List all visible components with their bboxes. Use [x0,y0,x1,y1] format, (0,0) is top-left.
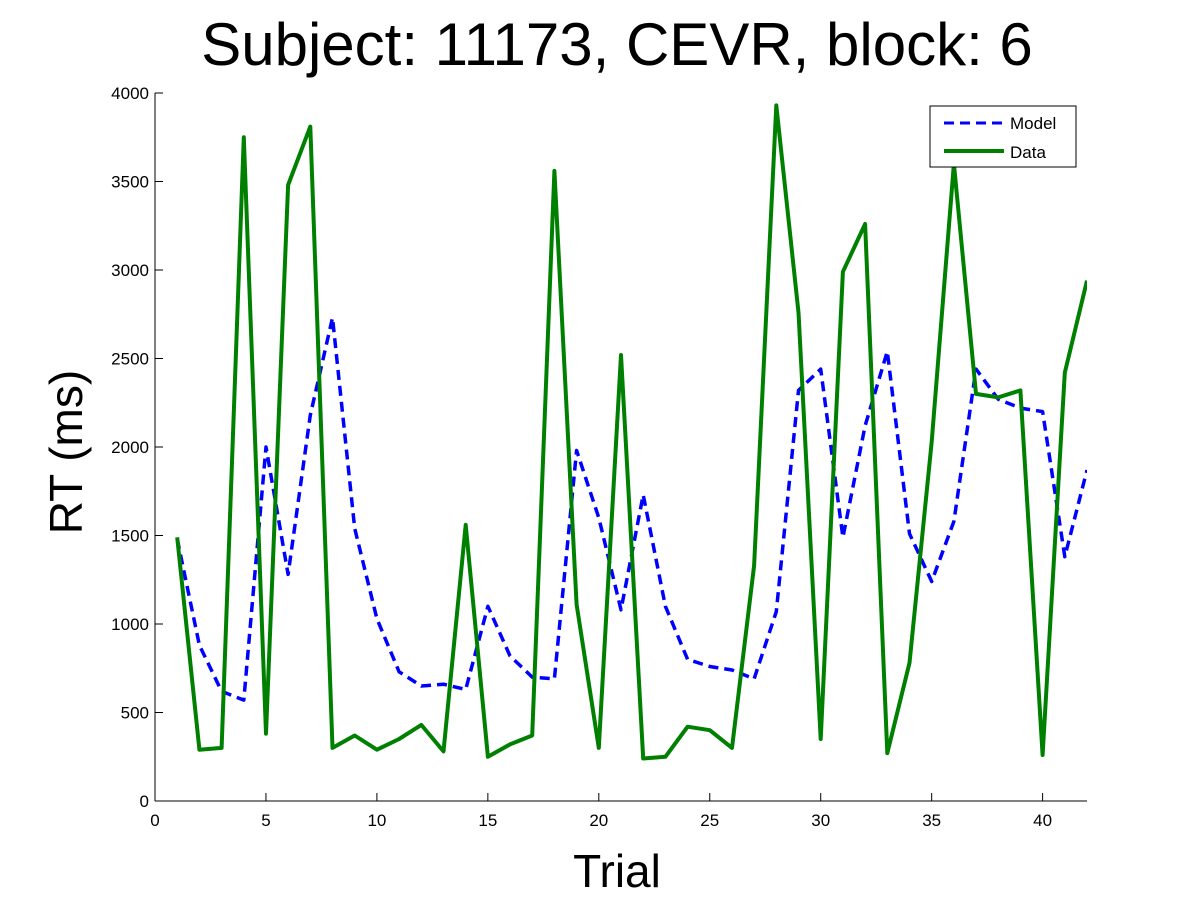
x-tick-label: 15 [478,811,497,830]
chart-title: Subject: 11173, CEVR, block: 6 [201,11,1033,78]
legend-data-label: Data [1010,143,1046,162]
y-tick-label: 2500 [111,350,149,369]
legend-model-label: Model [1010,114,1056,133]
x-tick-label: 40 [1033,811,1052,830]
x-tick-label: 35 [922,811,941,830]
y-tick-label: 500 [121,704,149,723]
y-tick-label: 1000 [111,615,149,634]
x-tick-label: 20 [589,811,608,830]
x-tick-label: 25 [700,811,719,830]
y-tick-label: 4000 [111,84,149,103]
y-tick-label: 3500 [111,173,149,192]
legend: Model Data [929,105,1077,168]
series-line-data [175,103,1087,761]
x-axis-label: Trial [573,845,661,897]
y-tick-label: 2000 [111,438,149,457]
x-tick-label: 10 [367,811,386,830]
y-tick-label: 3000 [111,261,149,280]
y-axis-label: RT (ms) [40,370,92,534]
x-tick-label: 30 [811,811,830,830]
legend-box [929,105,1077,168]
y-tick-label: 1500 [111,527,149,546]
x-tick-label: 5 [261,811,270,830]
y-tick-label: 0 [140,792,149,811]
x-tick-label: 0 [150,811,159,830]
plot-area: 0 5 10 15 20 25 30 35 40 0 500 1000 1500 2000 2500 3000… [111,84,1087,830]
